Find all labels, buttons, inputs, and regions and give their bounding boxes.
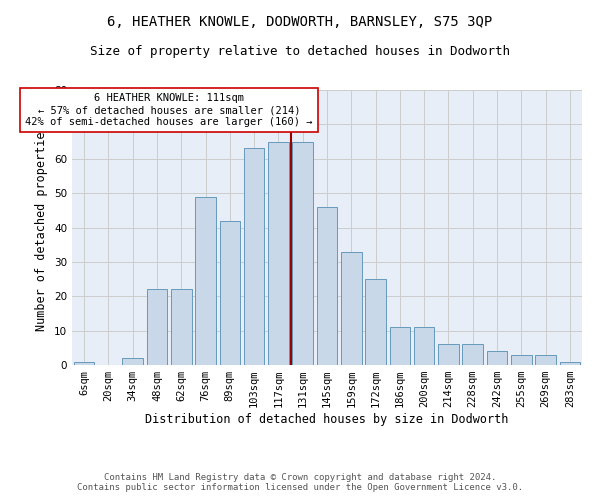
Bar bbox=[171, 290, 191, 365]
Text: 6 HEATHER KNOWLE: 111sqm
← 57% of detached houses are smaller (214)
42% of semi-: 6 HEATHER KNOWLE: 111sqm ← 57% of detach… bbox=[25, 94, 313, 126]
Bar bbox=[560, 362, 580, 365]
Bar bbox=[292, 142, 313, 365]
Bar bbox=[268, 142, 289, 365]
Bar bbox=[122, 358, 143, 365]
Bar bbox=[74, 362, 94, 365]
Bar bbox=[365, 279, 386, 365]
Bar bbox=[535, 354, 556, 365]
Text: Contains HM Land Registry data © Crown copyright and database right 2024.
Contai: Contains HM Land Registry data © Crown c… bbox=[77, 473, 523, 492]
Bar bbox=[317, 207, 337, 365]
Text: Size of property relative to detached houses in Dodworth: Size of property relative to detached ho… bbox=[90, 45, 510, 58]
Bar bbox=[341, 252, 362, 365]
Bar bbox=[487, 351, 508, 365]
Text: 6, HEATHER KNOWLE, DODWORTH, BARNSLEY, S75 3QP: 6, HEATHER KNOWLE, DODWORTH, BARNSLEY, S… bbox=[107, 15, 493, 29]
Bar bbox=[511, 354, 532, 365]
Bar bbox=[195, 196, 216, 365]
Bar bbox=[389, 327, 410, 365]
Bar bbox=[463, 344, 483, 365]
Y-axis label: Number of detached properties: Number of detached properties bbox=[35, 124, 49, 331]
Bar bbox=[146, 290, 167, 365]
Bar bbox=[438, 344, 459, 365]
Bar bbox=[220, 220, 240, 365]
X-axis label: Distribution of detached houses by size in Dodworth: Distribution of detached houses by size … bbox=[145, 413, 509, 426]
Bar bbox=[244, 148, 265, 365]
Bar bbox=[414, 327, 434, 365]
